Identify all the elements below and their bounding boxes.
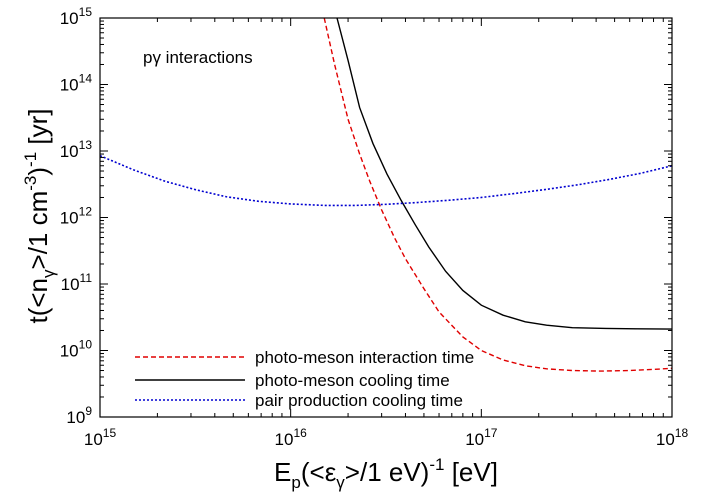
y-axis-title: t(<nγ>/1 cm-3)-1 [yr] — [21, 108, 58, 323]
x-tick-label: 1016 — [275, 426, 308, 449]
y-tick-label: 109 — [66, 404, 92, 427]
x-tick-label: 1017 — [465, 426, 498, 449]
x-axis-title: Ep(<εγ>/1 eV)-1 [eV] — [274, 455, 498, 492]
annotation-label: pγ interactions — [143, 48, 253, 67]
x-tick-label: 1015 — [84, 426, 117, 449]
tick-layer: 1015 1016 1017 1018 109 1010 1011 1012 1013 1014 1… — [60, 5, 689, 449]
legend: photo-meson interaction time photo-meson… — [135, 348, 474, 410]
y-tick-label: 1012 — [60, 205, 93, 228]
series-line-1 — [336, 18, 672, 330]
series-layer — [100, 18, 672, 372]
legend-label-pair-production: pair production cooling time — [255, 391, 463, 410]
y-tick-label: 1014 — [60, 72, 93, 95]
legend-label-photo-meson-cooling: photo-meson cooling time — [255, 371, 450, 390]
y-tick-label: 1015 — [60, 5, 93, 28]
y-tick-label: 1013 — [60, 138, 93, 161]
y-tick-label: 1010 — [60, 338, 93, 361]
series-line-0 — [323, 18, 672, 372]
x-tick-label: 1018 — [656, 426, 689, 449]
legend-label-photo-meson-interaction: photo-meson interaction time — [255, 348, 474, 367]
y-tick-label: 1011 — [61, 271, 93, 294]
